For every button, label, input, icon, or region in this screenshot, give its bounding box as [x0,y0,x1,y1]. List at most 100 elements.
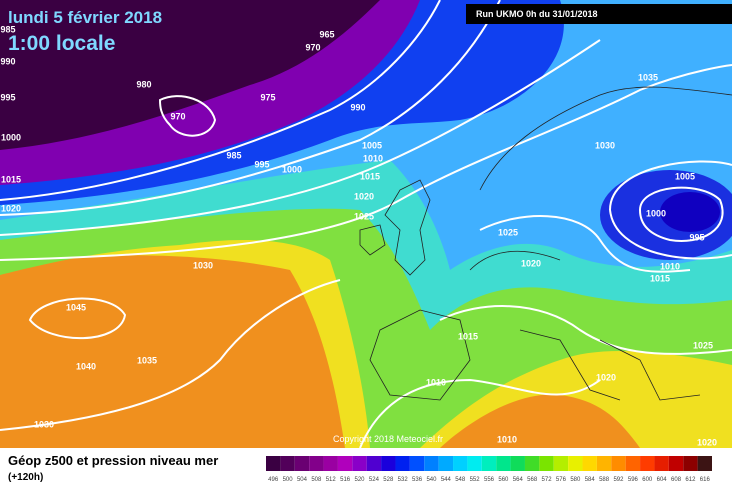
isobar-label: 1020 [1,203,21,213]
isobar-label: 1000 [646,208,666,218]
isobar [479,215,691,273]
isobar-label: 1005 [675,171,695,181]
isobar-label: 980 [136,79,151,89]
isobar-label: 1010 [363,153,383,163]
isobar-label: 1040 [76,361,96,371]
isobar-label: 985 [226,150,241,160]
isobar [0,64,732,261]
color-swatch [366,456,382,471]
color-swatch [280,456,295,471]
color-swatch [467,456,482,471]
scale-label: 532 [398,477,409,483]
isobar-label: 1025 [498,227,518,237]
scale-label: 528 [383,477,394,483]
isobar-label: 1035 [137,355,157,365]
scale-label: 556 [484,477,495,483]
isobar-label: 1025 [693,340,713,350]
isobar-label: 970 [170,111,185,121]
run-box [466,4,732,24]
isobar [359,378,601,449]
isobars [0,0,732,449]
color-scale: 496 500 504 508 512 516 520 524 528 532 536 540 544 5… [266,456,712,483]
scale-label: 588 [599,477,610,483]
color-swatch [266,456,281,471]
color-swatch [309,456,324,471]
isobar-label: 1000 [282,164,302,174]
isobar-label: 975 [260,92,275,102]
isobar-label: 1030 [595,140,615,150]
isobar-label: 1020 [354,191,374,201]
color-swatch [352,456,367,471]
scale-label: 616 [700,477,711,483]
isobar-label: 1010 [497,434,517,444]
color-swatch [625,456,641,471]
coastline [359,224,386,256]
isobar-label: 1030 [193,260,213,270]
date: lundi 5 février 2018 [8,8,162,27]
scale-label: 496 [268,477,279,483]
isobar-label: 1035 [638,72,658,82]
isobar-label: 995 [254,159,269,169]
isobar-label: 995 [0,92,15,102]
scale-label: 500 [283,477,294,483]
scale-label: 568 [527,477,538,483]
isobar-label: 965 [319,29,334,39]
isobar-label: 985 [0,24,15,34]
color-swatch [697,456,712,471]
color-swatch [568,456,583,471]
isobar-label: 995 [689,232,704,242]
scale-label: 512 [326,477,337,483]
isobar [0,279,341,431]
isobar-label: 1010 [426,377,446,387]
isobar [158,95,217,137]
scale-label: 536 [412,477,423,483]
isobar-label: 1020 [697,437,717,447]
coastline [519,329,701,401]
color-swatch [582,456,597,471]
isobar [28,297,127,340]
isobar [0,0,501,216]
color-swatch [453,456,468,471]
coastline [369,86,732,401]
isobar-labels: 985 990 995 1000 1015 1020 965 970 980 970 975 990 9… [0,24,717,447]
color-swatch [640,456,655,471]
color-swatch [510,456,525,471]
color-swatch [553,456,569,471]
scale-label: 516 [340,477,351,483]
isobar [0,39,601,236]
isobar-label: 1015 [360,171,380,181]
isobar-label: 1010 [660,261,680,271]
footer-subtitle: (+120h) [8,472,43,483]
isobar-label: 1015 [650,273,670,283]
color-swatch [481,456,497,471]
color-swatch [539,456,554,471]
isobar [439,305,732,355]
isobar-label: 1005 [362,140,382,150]
color-swatch [611,456,626,471]
scale-label: 596 [628,477,639,483]
scale-label: 592 [613,477,624,483]
isobar-label: 1020 [521,258,541,268]
isobar [0,0,441,201]
isobar [609,160,732,260]
time: 1:00 locale [8,32,115,55]
scale-label: 552 [470,477,481,483]
color-swatch [524,456,540,471]
dark-zone [0,0,380,150]
scale-label: 560 [498,477,509,483]
footer-title: Géop z500 et pression niveau mer [8,453,218,468]
low-core [660,192,720,232]
scale-label: 544 [441,477,452,483]
color-swatch [424,456,439,471]
color-swatch [409,456,425,471]
isobar-label: 1025 [354,211,374,221]
color-swatch [596,456,612,471]
scale-label: 604 [657,477,668,483]
color-swatch [668,456,684,471]
scale-label: 572 [542,477,553,483]
coastlines [359,86,732,401]
coastline [384,179,431,276]
scale-label: 608 [671,477,682,483]
